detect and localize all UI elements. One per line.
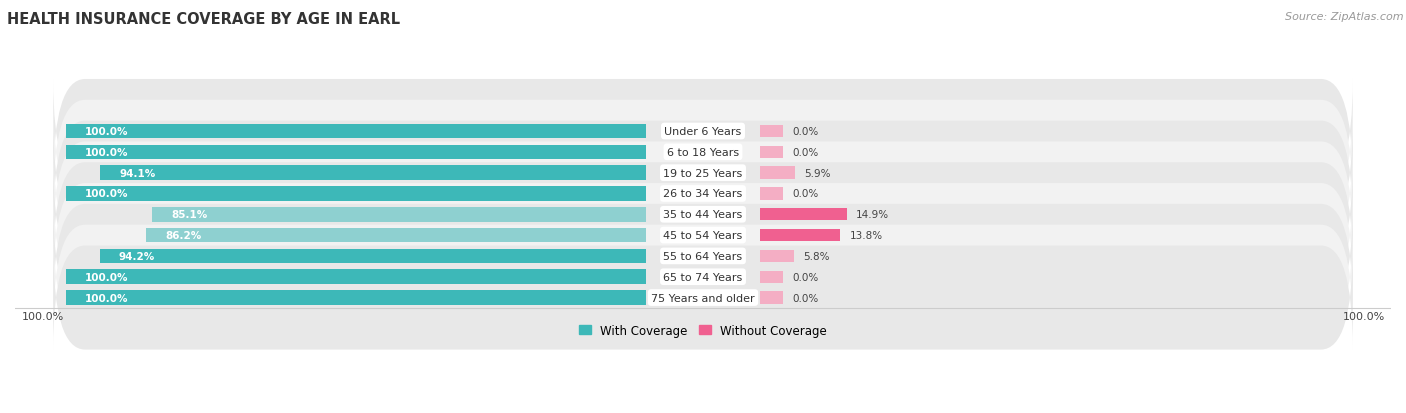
Text: 65 to 74 Years: 65 to 74 Years [664, 272, 742, 282]
Text: 19 to 25 Years: 19 to 25 Years [664, 168, 742, 178]
Bar [761, 126, 783, 138]
Text: 94.2%: 94.2% [118, 251, 155, 261]
Bar [66, 145, 645, 160]
Bar [100, 166, 645, 180]
Text: 100.0%: 100.0% [86, 127, 128, 137]
Text: 14.9%: 14.9% [856, 210, 890, 220]
Text: 0.0%: 0.0% [792, 189, 818, 199]
Text: 0.0%: 0.0% [792, 147, 818, 157]
Bar [761, 250, 794, 263]
Bar [761, 146, 783, 159]
FancyBboxPatch shape [53, 225, 1353, 329]
Text: Source: ZipAtlas.com: Source: ZipAtlas.com [1285, 12, 1403, 22]
FancyBboxPatch shape [53, 100, 1353, 204]
Text: 75 Years and older: 75 Years and older [651, 293, 755, 303]
FancyBboxPatch shape [53, 80, 1353, 184]
Text: 5.8%: 5.8% [803, 251, 830, 261]
Text: 100.0%: 100.0% [86, 272, 128, 282]
Text: 86.2%: 86.2% [165, 230, 201, 240]
FancyBboxPatch shape [53, 163, 1353, 267]
Text: 35 to 44 Years: 35 to 44 Years [664, 210, 742, 220]
Bar [152, 207, 645, 222]
Bar [146, 228, 645, 243]
Text: Under 6 Years: Under 6 Years [665, 127, 741, 137]
Bar [761, 188, 783, 200]
Text: 13.8%: 13.8% [849, 230, 883, 240]
Bar [100, 249, 645, 263]
Text: 55 to 64 Years: 55 to 64 Years [664, 251, 742, 261]
Bar [761, 229, 841, 242]
FancyBboxPatch shape [53, 142, 1353, 246]
Text: 100.0%: 100.0% [1343, 311, 1385, 321]
Bar [66, 124, 645, 139]
Text: 26 to 34 Years: 26 to 34 Years [664, 189, 742, 199]
Text: 100.0%: 100.0% [86, 147, 128, 157]
Text: 100.0%: 100.0% [86, 293, 128, 303]
Bar [761, 271, 783, 283]
Bar [761, 167, 794, 179]
FancyBboxPatch shape [53, 121, 1353, 225]
Text: 100.0%: 100.0% [86, 189, 128, 199]
Text: 45 to 54 Years: 45 to 54 Years [664, 230, 742, 240]
Text: 6 to 18 Years: 6 to 18 Years [666, 147, 740, 157]
Bar [66, 187, 645, 201]
Bar [761, 292, 783, 304]
FancyBboxPatch shape [53, 246, 1353, 350]
Bar [66, 270, 645, 284]
Text: HEALTH INSURANCE COVERAGE BY AGE IN EARL: HEALTH INSURANCE COVERAGE BY AGE IN EARL [7, 12, 401, 27]
Bar [761, 209, 846, 221]
Text: 0.0%: 0.0% [792, 127, 818, 137]
Text: 5.9%: 5.9% [804, 168, 831, 178]
Legend: With Coverage, Without Coverage: With Coverage, Without Coverage [574, 319, 832, 342]
FancyBboxPatch shape [53, 204, 1353, 308]
Text: 85.1%: 85.1% [172, 210, 208, 220]
Text: 0.0%: 0.0% [792, 272, 818, 282]
Text: 0.0%: 0.0% [792, 293, 818, 303]
Bar [66, 291, 645, 305]
Text: 100.0%: 100.0% [21, 311, 63, 321]
FancyBboxPatch shape [53, 184, 1353, 287]
Text: 94.1%: 94.1% [120, 168, 156, 178]
